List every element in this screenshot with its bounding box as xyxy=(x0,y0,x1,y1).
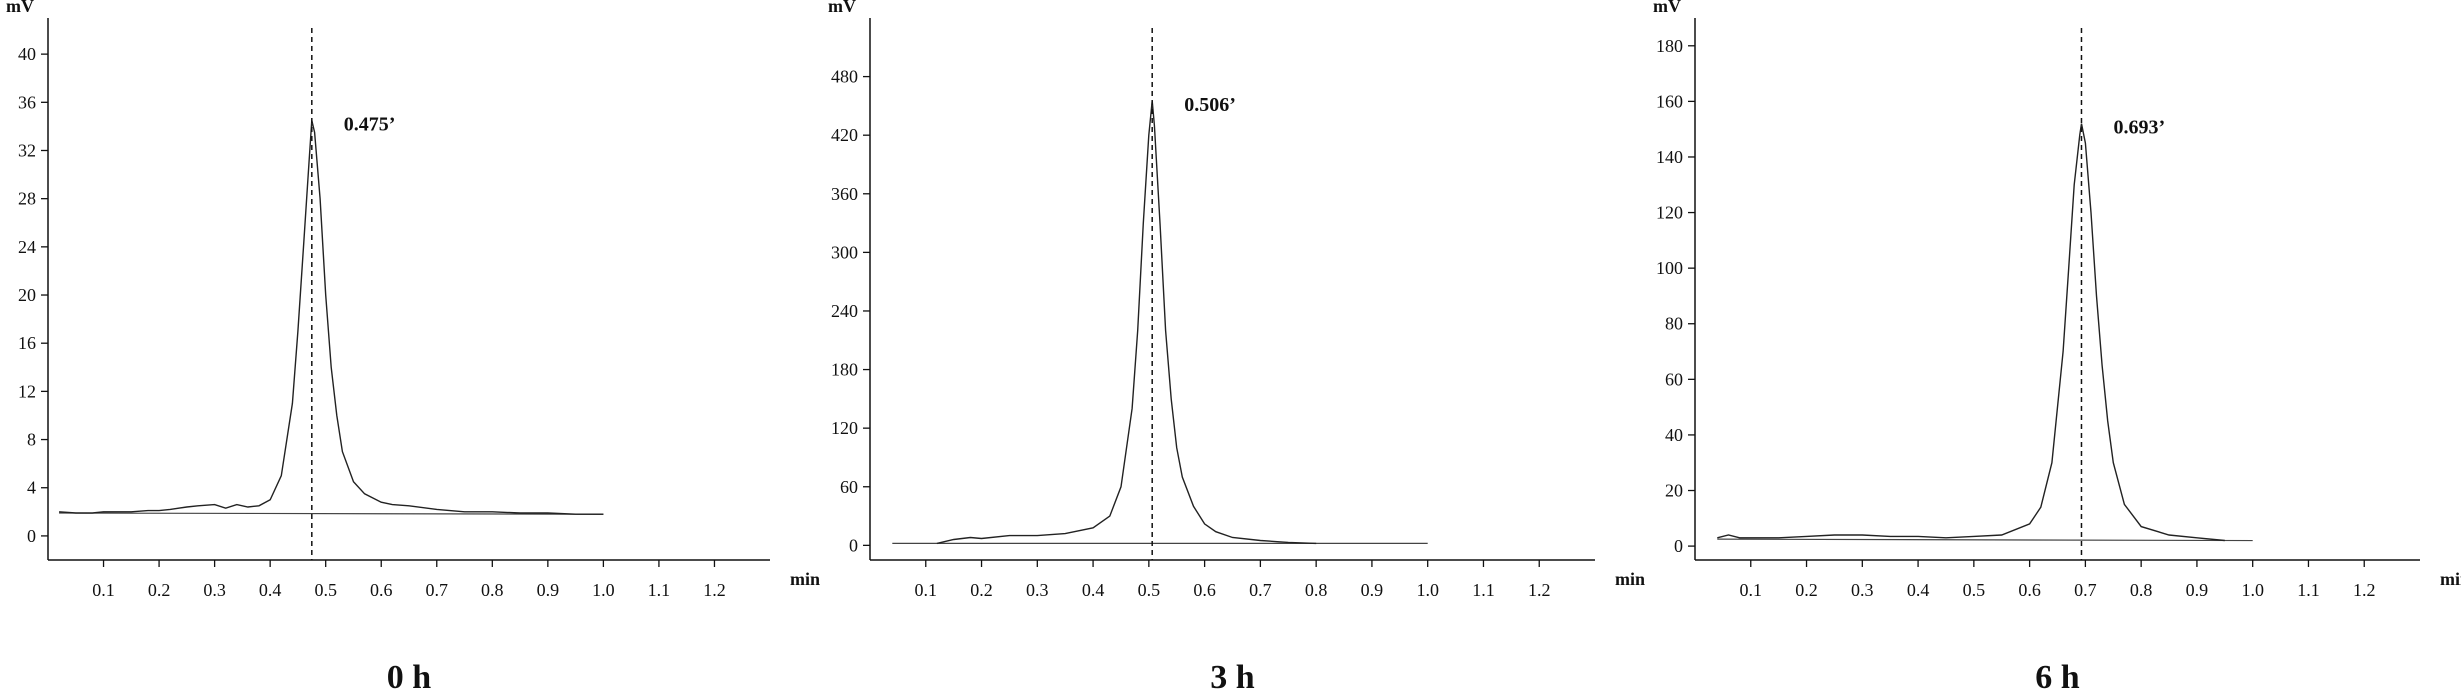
y-tick-label: 480 xyxy=(831,67,858,87)
integration-baseline xyxy=(59,512,604,515)
chart-panel-2: 0 20 40 60 80 100 120 140 160 180 0.1 0.2 0.3 0.4 0.5 0… xyxy=(1653,0,2461,696)
x-tick-label: 0.1 xyxy=(1740,580,1763,600)
x-tick-label: 0.7 xyxy=(2074,580,2097,600)
x-tick-label: 1.2 xyxy=(2353,580,2376,600)
y-tick-label: 160 xyxy=(1656,91,1683,111)
y-tick-label: 12 xyxy=(18,381,36,401)
x-tick-label: 0.9 xyxy=(537,580,560,600)
x-tick-label: 0.6 xyxy=(1193,580,1216,600)
x-tick-label: 1.0 xyxy=(2241,580,2264,600)
y-tick-label: 20 xyxy=(18,285,36,305)
x-tick-label: 0.4 xyxy=(1082,580,1105,600)
x-tick-label: 0.2 xyxy=(1795,580,1818,600)
x-tick-label: 1.1 xyxy=(2297,580,2320,600)
x-tick-label: 0.4 xyxy=(1907,580,1930,600)
x-tick-label: 0.8 xyxy=(2130,580,2153,600)
x-tick-label: 0.8 xyxy=(481,580,504,600)
x-tick-label: 0.6 xyxy=(370,580,393,600)
x-axis-unit: min xyxy=(2440,569,2461,589)
y-tick-label: 0 xyxy=(1674,536,1683,556)
y-tick-label: 8 xyxy=(27,430,36,450)
y-tick-label: 60 xyxy=(840,477,858,497)
x-tick-label: 0.7 xyxy=(1249,580,1272,600)
x-tick-label: 0.5 xyxy=(1963,580,1986,600)
x-tick-label: 0.7 xyxy=(426,580,449,600)
y-tick-label: 0 xyxy=(849,535,858,555)
y-tick-label: 180 xyxy=(1656,36,1683,56)
x-tick-label: 0.1 xyxy=(915,580,938,600)
y-tick-label: 300 xyxy=(831,242,858,262)
x-tick-label: 0.2 xyxy=(148,580,171,600)
y-tick-label: 180 xyxy=(831,360,858,380)
y-tick-label: 4 xyxy=(27,478,36,498)
signal-trace xyxy=(936,100,1317,545)
y-tick-label: 80 xyxy=(1665,314,1683,334)
signal-trace xyxy=(59,120,604,515)
y-tick-label: 360 xyxy=(831,184,858,204)
x-axis-unit: min xyxy=(790,569,820,589)
y-axis-unit: mV xyxy=(6,0,34,16)
x-tick-label: 0.9 xyxy=(1361,580,1384,600)
y-tick-label: 120 xyxy=(1656,203,1683,223)
y-axis-unit: mV xyxy=(1653,0,1681,16)
integration-baseline xyxy=(1717,538,2253,542)
y-tick-label: 420 xyxy=(831,125,858,145)
x-tick-label: 1.2 xyxy=(703,580,726,600)
peak-retention-label: 0.693’ xyxy=(2113,117,2165,139)
signal-trace xyxy=(1717,123,2225,542)
y-tick-label: 0 xyxy=(27,526,36,546)
y-tick-label: 40 xyxy=(1665,425,1683,445)
chart-panel-0: 0 4 8 12 16 20 24 28 32 36 40 0.1 0.2 0.3 0.4 0.5 0.6 0.7… xyxy=(6,0,820,696)
panel-title: 3 h xyxy=(1210,659,1255,696)
panel-title: 0 h xyxy=(387,659,432,696)
x-tick-label: 0.3 xyxy=(1851,580,1874,600)
x-tick-label: 0.9 xyxy=(2186,580,2209,600)
x-tick-label: 0.3 xyxy=(1026,580,1049,600)
x-tick-label: 1.2 xyxy=(1528,580,1551,600)
x-tick-label: 0.5 xyxy=(1138,580,1161,600)
peak-retention-label: 0.506’ xyxy=(1184,94,1236,116)
y-tick-label: 20 xyxy=(1665,481,1683,501)
y-tick-label: 36 xyxy=(18,92,36,112)
y-tick-label: 32 xyxy=(18,140,36,160)
x-tick-label: 1.0 xyxy=(1416,580,1439,600)
y-axis-unit: mV xyxy=(828,0,856,16)
peak-retention-label: 0.475’ xyxy=(344,113,396,135)
panel-title: 6 h xyxy=(2035,659,2080,696)
x-tick-label: 0.5 xyxy=(314,580,337,600)
y-tick-label: 60 xyxy=(1665,369,1683,389)
y-tick-label: 24 xyxy=(18,237,36,257)
x-tick-label: 0.6 xyxy=(2018,580,2041,600)
x-axis-unit: min xyxy=(1615,569,1645,589)
y-tick-label: 16 xyxy=(18,333,36,353)
x-tick-label: 1.1 xyxy=(1472,580,1495,600)
x-tick-label: 0.4 xyxy=(259,580,282,600)
x-tick-label: 1.0 xyxy=(592,580,615,600)
y-tick-label: 120 xyxy=(831,418,858,438)
x-tick-label: 0.1 xyxy=(92,580,115,600)
y-tick-label: 28 xyxy=(18,189,36,209)
x-tick-label: 0.2 xyxy=(970,580,993,600)
x-tick-label: 1.1 xyxy=(648,580,671,600)
x-tick-label: 0.3 xyxy=(203,580,226,600)
y-tick-label: 140 xyxy=(1656,147,1683,167)
y-tick-label: 240 xyxy=(831,301,858,321)
y-tick-label: 40 xyxy=(18,44,36,64)
y-tick-label: 100 xyxy=(1656,258,1683,278)
x-tick-label: 0.8 xyxy=(1305,580,1328,600)
